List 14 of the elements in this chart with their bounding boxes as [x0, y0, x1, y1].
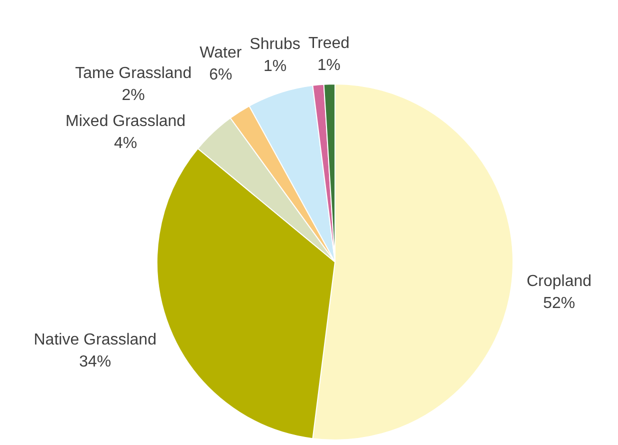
slice-label: Native Grassland	[34, 332, 156, 349]
slice-label: Mixed Grassland	[66, 112, 186, 130]
data-label: 52%	[543, 295, 576, 312]
data-label: 2%	[122, 86, 145, 104]
data-label: 6%	[209, 66, 232, 84]
slice-label: Water	[200, 44, 242, 62]
slice-label: Shrubs	[250, 36, 300, 53]
data-label: 4%	[114, 134, 138, 152]
data-label: 1%	[317, 57, 341, 74]
slice-label: Treed	[308, 35, 350, 52]
slice-label: Cropland	[526, 273, 592, 290]
data-label: 34%	[79, 354, 112, 371]
slice-label: Tame Grassland	[75, 64, 192, 82]
data-label: 1%	[263, 58, 287, 75]
